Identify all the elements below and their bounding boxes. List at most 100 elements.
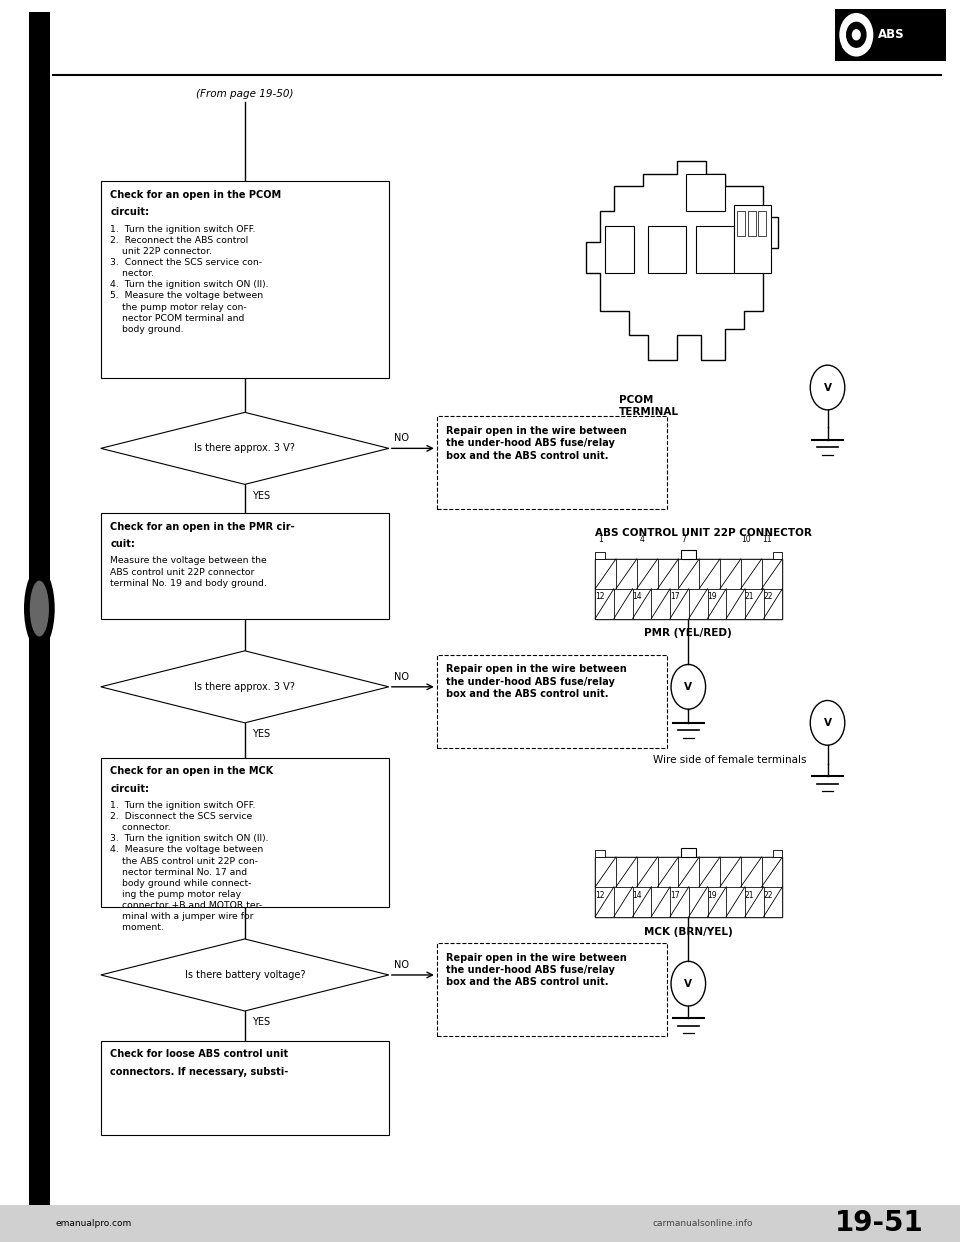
Bar — [682, 550, 696, 559]
Text: 22: 22 — [763, 592, 773, 601]
Bar — [670, 589, 688, 619]
Text: V: V — [684, 979, 692, 989]
Bar — [726, 887, 745, 917]
Text: cuit:: cuit: — [110, 539, 135, 549]
Text: 1: 1 — [598, 535, 603, 544]
Text: 17: 17 — [670, 891, 680, 899]
Text: 1.  Turn the ignition switch OFF.
2.  Disconnect the SCS service
    connector.
: 1. Turn the ignition switch OFF. 2. Disc… — [110, 801, 269, 933]
Bar — [595, 559, 782, 619]
Text: emanualpro.com: emanualpro.com — [56, 1218, 132, 1228]
Bar — [686, 174, 725, 211]
Text: Check for an open in the MCK: Check for an open in the MCK — [110, 766, 274, 776]
Bar — [101, 513, 389, 619]
Text: 11: 11 — [762, 535, 772, 544]
Text: 19-51: 19-51 — [835, 1210, 924, 1237]
Bar — [758, 211, 766, 236]
Bar — [720, 559, 741, 589]
Text: Is there approx. 3 V?: Is there approx. 3 V? — [194, 443, 296, 453]
Bar — [595, 857, 616, 887]
Bar — [595, 589, 614, 619]
Bar — [616, 559, 636, 589]
Text: (From page 19-50): (From page 19-50) — [196, 89, 294, 99]
Text: Check for an open in the PCOM: Check for an open in the PCOM — [110, 190, 281, 200]
Circle shape — [852, 30, 860, 40]
Ellipse shape — [24, 569, 55, 648]
Bar — [636, 857, 658, 887]
Text: 21: 21 — [745, 891, 755, 899]
Text: Repair open in the wire between
the under-hood ABS fuse/relay
box and the ABS co: Repair open in the wire between the unde… — [446, 664, 627, 699]
Polygon shape — [586, 161, 778, 360]
Text: 14: 14 — [633, 891, 642, 899]
Text: 12: 12 — [595, 891, 605, 899]
Bar — [595, 551, 605, 559]
Bar — [708, 887, 726, 917]
Text: YES: YES — [252, 729, 271, 739]
Polygon shape — [101, 651, 389, 723]
Text: V: V — [824, 718, 831, 728]
Text: 7: 7 — [682, 535, 686, 544]
Text: Repair open in the wire between
the under-hood ABS fuse/relay
box and the ABS co: Repair open in the wire between the unde… — [446, 426, 627, 461]
Bar — [741, 559, 761, 589]
Bar — [101, 758, 389, 907]
Text: connectors. If necessary, substi-: connectors. If necessary, substi- — [110, 1067, 289, 1077]
Bar — [670, 887, 688, 917]
Ellipse shape — [30, 581, 49, 637]
Bar — [696, 226, 734, 273]
Bar — [437, 655, 667, 748]
Bar — [745, 589, 764, 619]
Text: circuit:: circuit: — [110, 207, 150, 217]
Bar — [633, 589, 651, 619]
Text: V: V — [824, 383, 831, 392]
Circle shape — [840, 14, 873, 56]
Bar — [101, 1041, 389, 1135]
Bar — [761, 857, 782, 887]
Bar — [682, 848, 696, 857]
Bar — [29, 12, 50, 1217]
Text: PCOM
TERMINAL: PCOM TERMINAL — [619, 395, 680, 416]
Bar — [699, 559, 720, 589]
Bar — [708, 589, 726, 619]
Bar — [745, 887, 764, 917]
Bar — [773, 551, 782, 559]
Text: YES: YES — [252, 491, 271, 501]
Text: 1.  Turn the ignition switch OFF.
2.  Reconnect the ABS control
    unit 22P con: 1. Turn the ignition switch OFF. 2. Reco… — [110, 225, 269, 334]
Text: 10: 10 — [741, 535, 751, 544]
Bar — [726, 589, 745, 619]
Bar — [595, 850, 605, 857]
Text: 14: 14 — [633, 592, 642, 601]
Bar — [651, 589, 670, 619]
Bar — [595, 857, 782, 917]
Bar — [658, 857, 679, 887]
Text: MCK (BRN/YEL): MCK (BRN/YEL) — [644, 927, 732, 936]
Text: 17: 17 — [670, 592, 680, 601]
Circle shape — [847, 22, 866, 47]
Bar — [437, 416, 667, 509]
Bar — [720, 857, 741, 887]
Text: 4: 4 — [639, 535, 644, 544]
Bar — [648, 226, 686, 273]
Bar — [0, 1205, 960, 1242]
Text: ABS CONTROL UNIT 22P CONNECTOR: ABS CONTROL UNIT 22P CONNECTOR — [595, 528, 812, 538]
Bar — [761, 559, 782, 589]
Text: Wire side of female terminals: Wire side of female terminals — [653, 755, 806, 765]
Bar — [689, 589, 708, 619]
Bar — [437, 943, 667, 1036]
Text: ABS: ABS — [877, 29, 904, 41]
Bar — [101, 181, 389, 378]
Bar — [658, 559, 679, 589]
Text: NO: NO — [394, 960, 409, 970]
Text: 19: 19 — [708, 891, 717, 899]
Polygon shape — [101, 939, 389, 1011]
Bar — [737, 211, 745, 236]
Text: 21: 21 — [745, 592, 755, 601]
Bar — [773, 850, 782, 857]
Text: NO: NO — [394, 672, 409, 682]
Bar — [764, 887, 782, 917]
Bar — [595, 559, 616, 589]
Text: Check for an open in the PMR cir-: Check for an open in the PMR cir- — [110, 522, 295, 532]
Bar — [616, 857, 636, 887]
Bar — [748, 211, 756, 236]
Bar — [633, 887, 651, 917]
Polygon shape — [101, 412, 389, 484]
Bar — [595, 887, 614, 917]
